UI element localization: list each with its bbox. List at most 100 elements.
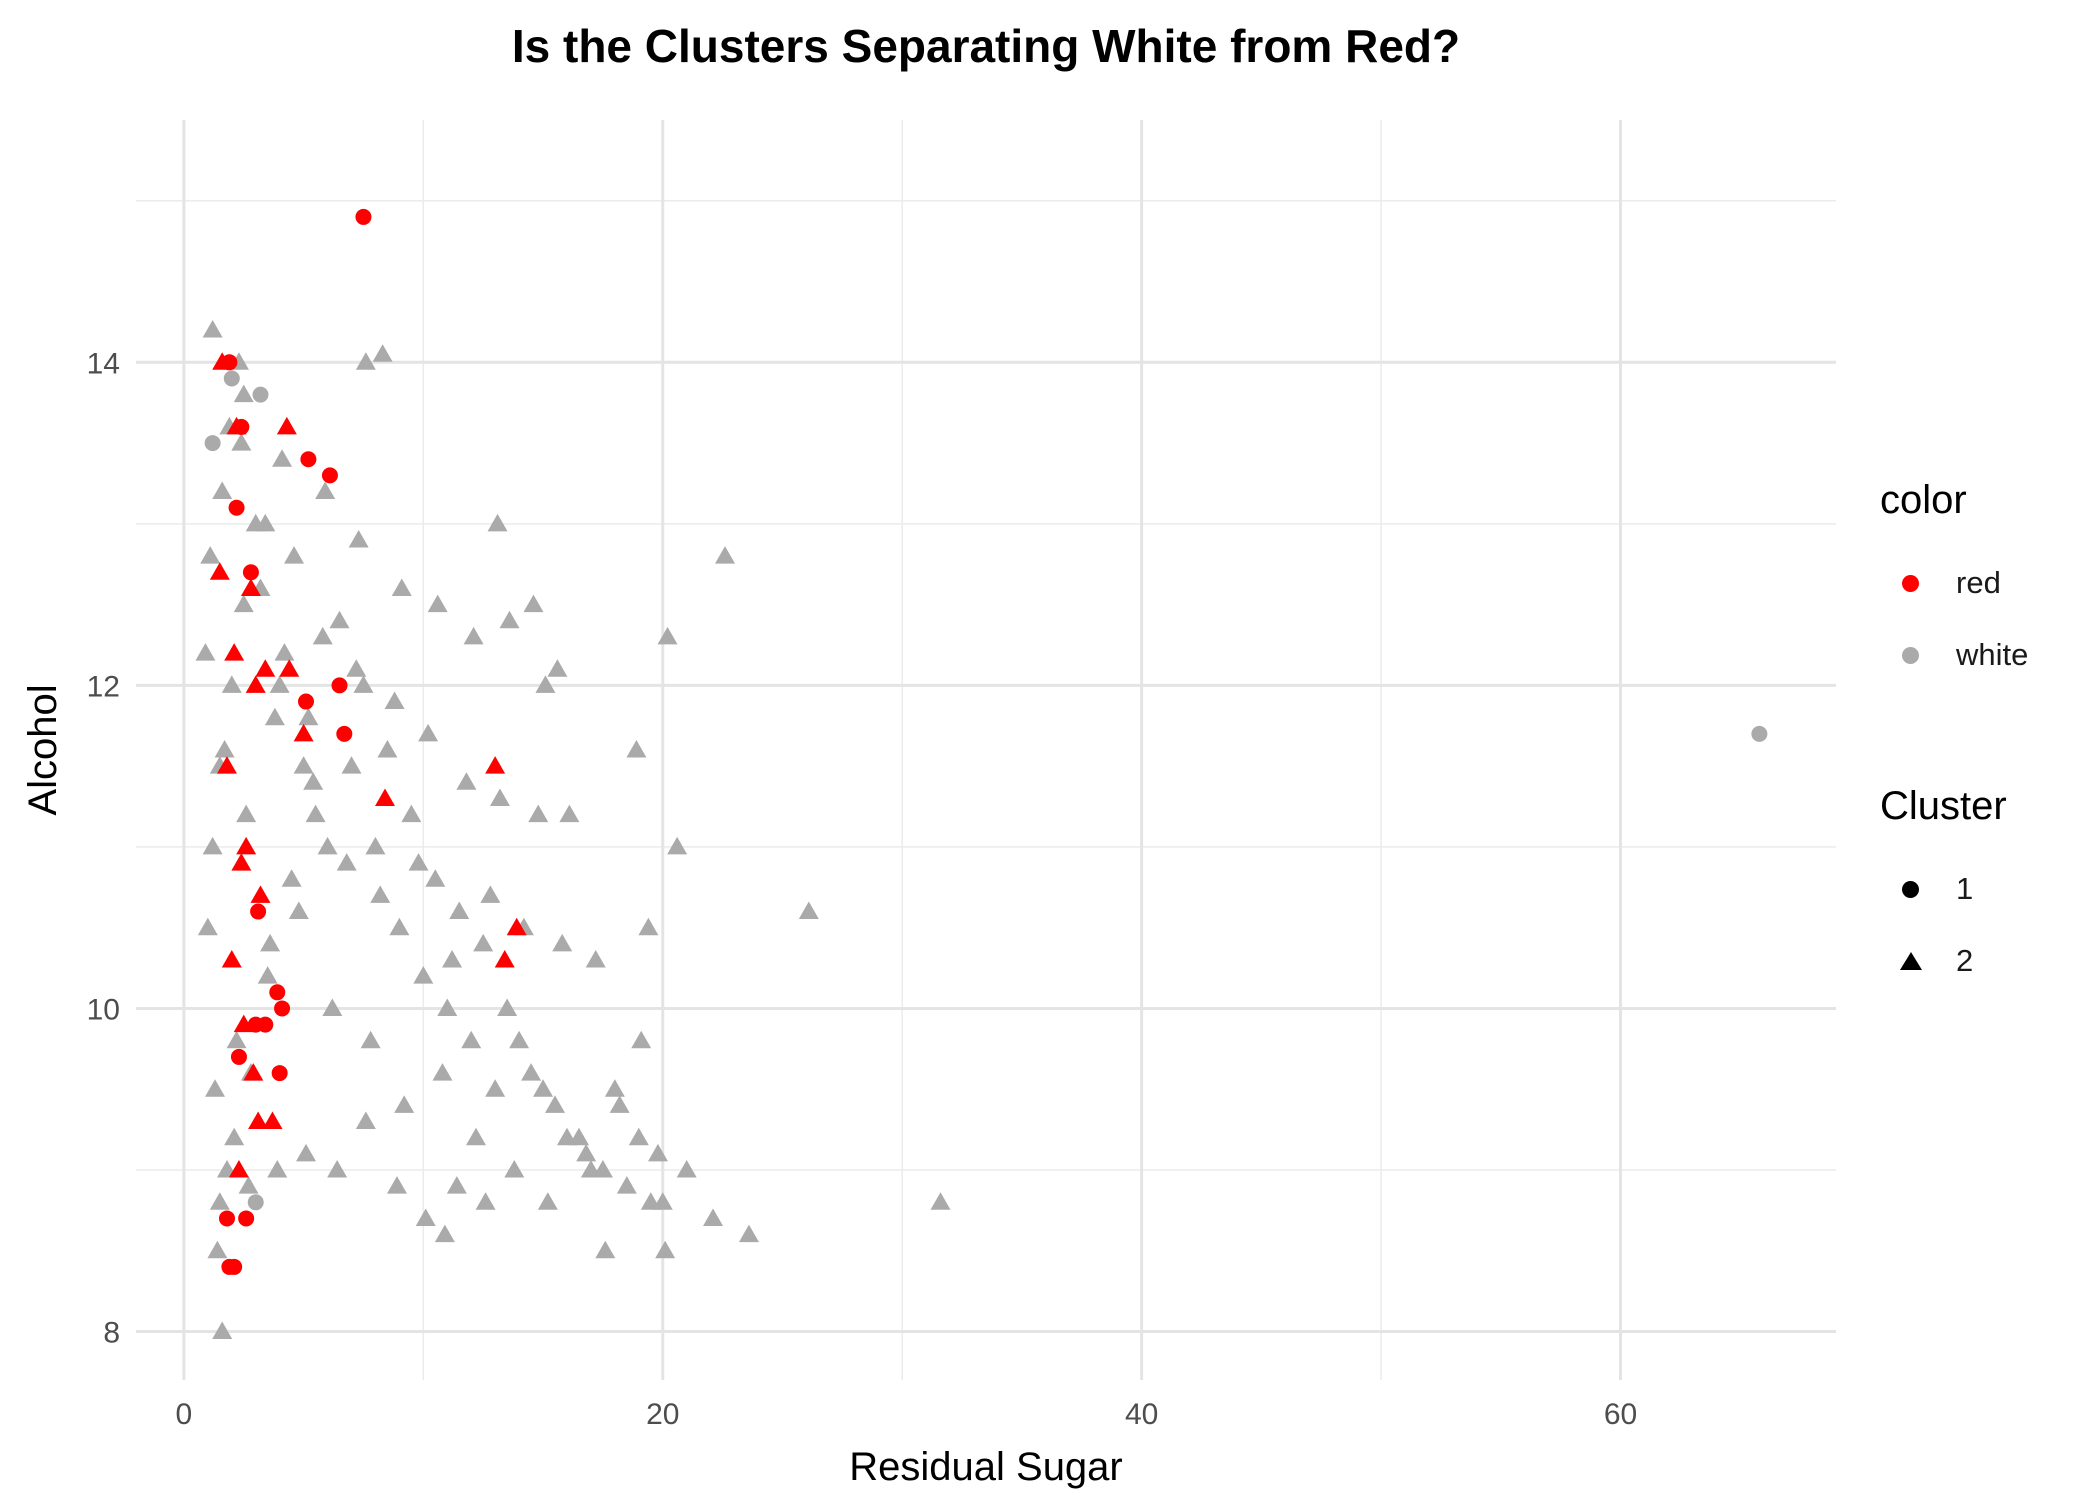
point-white-cluster-2 [346,659,367,677]
point-white-cluster-2 [236,804,257,823]
point-white-cluster-2 [303,772,324,790]
point-red-cluster-1 [228,499,245,516]
point-red-cluster-1 [221,1258,238,1275]
point-white-cluster-2 [281,869,302,887]
point-white-cluster-2 [355,352,376,370]
point-white-cluster-1 [204,435,221,452]
point-white-cluster-2 [202,836,223,855]
point-white-cluster-2 [212,1321,233,1340]
point-white-cluster-2 [475,1192,496,1210]
legend-entry-white: white [1880,619,2080,691]
point-red-cluster-1 [300,451,317,468]
point-red-cluster-2 [279,659,300,677]
legend-label-red: red [1956,565,2001,600]
point-red-cluster-1 [230,1048,247,1065]
point-white-cluster-2 [552,933,573,952]
point-white-cluster-2 [504,1160,525,1178]
point-white-cluster-2 [322,998,343,1016]
axis-ticks: 0 20 40 60 8 10 12 14 [87,347,1638,1431]
point-white-cluster-2 [353,675,374,693]
point-white-cluster-2 [592,1160,613,1178]
point-white-cluster-2 [384,691,405,710]
point-white-cluster-2 [547,659,568,677]
point-white-cluster-2 [260,933,281,952]
legend-label-cluster-2: 2 [1956,943,1974,978]
point-red-cluster-2 [212,352,233,370]
point-red-cluster-2 [240,578,261,596]
legend-entry-cluster-1: 1 [1880,853,2080,925]
point-white-cluster-2 [449,901,470,920]
y-tick-label: 10 [87,993,120,1026]
point-white-cluster-2 [585,950,606,968]
point-white-cluster-2 [315,481,336,500]
point-white-cluster-2 [485,1079,506,1097]
grid [136,120,1836,1380]
legend-key-white-dot [1880,635,1940,675]
point-white-cluster-2 [609,1095,630,1113]
point-white-cluster-2 [626,740,647,758]
data-points [195,208,1768,1340]
point-red-cluster-2 [293,723,314,742]
point-red-cluster-1 [238,1210,255,1227]
point-white-cluster-2 [226,1030,247,1049]
point-white-cluster-2 [401,804,422,823]
point-white-cluster-2 [212,481,233,500]
point-red-cluster-2 [506,917,527,936]
point-white-cluster-2 [408,853,429,871]
point-white-cluster-1 [1751,725,1768,742]
point-white-cluster-2 [533,1079,554,1097]
point-white-cluster-2 [327,1160,348,1178]
point-white-cluster-2 [200,546,221,564]
point-white-cluster-2 [389,917,410,936]
point-white-cluster-2 [631,1030,652,1049]
legend-entry-cluster-2: 2 [1880,925,2080,997]
point-white-cluster-2 [703,1208,724,1226]
point-white-cluster-2 [638,917,659,936]
legend-key-triangle [1880,941,1940,981]
point-red-cluster-2 [209,562,230,580]
point-red-cluster-2 [221,950,242,968]
point-white-cluster-2 [394,1095,415,1113]
point-white-cluster-2 [209,1192,230,1210]
point-red-cluster-1 [242,564,259,581]
point-red-cluster-2 [485,756,506,774]
point-white-cluster-2 [461,1030,482,1049]
point-red-cluster-1 [269,984,286,1001]
point-white-cluster-2 [418,723,439,742]
y-tick-label: 12 [87,670,120,703]
point-white-cluster-2 [523,594,544,613]
x-tick-label: 0 [176,1398,193,1431]
point-red-cluster-2 [250,885,271,903]
point-white-cluster-2 [595,1240,616,1259]
point-red-cluster-2 [375,788,396,806]
legend-entry-red: red [1880,547,2080,619]
point-white-cluster-2 [655,1240,676,1259]
x-axis-label: Residual Sugar [849,1445,1123,1489]
point-red-cluster-1 [250,903,267,920]
point-white-cluster-2 [205,1079,226,1097]
point-red-cluster-2 [245,675,266,693]
point-white-cluster-2 [372,344,393,362]
y-tick-label: 8 [103,1317,120,1350]
point-red-cluster-1 [331,677,348,694]
point-white-cluster-2 [415,1208,436,1226]
point-white-cluster-2 [214,740,235,758]
x-tick-label: 20 [646,1398,679,1431]
legend-cluster: Cluster 1 2 [1880,784,2080,997]
point-white-cluster-2 [221,675,242,693]
point-red-cluster-2 [233,1014,254,1033]
point-white-cluster-2 [238,1176,259,1194]
y-tick-label: 14 [87,347,120,380]
point-red-cluster-2 [243,1063,264,1081]
point-white-cluster-2 [298,707,319,726]
point-white-cluster-2 [377,740,398,758]
point-white-cluster-2 [715,546,736,564]
point-white-cluster-2 [521,1063,542,1081]
point-white-cluster-2 [528,804,549,823]
point-white-cluster-2 [202,320,223,338]
point-white-cluster-2 [676,1160,697,1178]
point-white-cluster-2 [272,449,293,467]
point-white-cluster-2 [288,901,309,920]
legend-label-cluster-1: 1 [1956,871,1974,906]
point-white-cluster-2 [930,1192,951,1210]
